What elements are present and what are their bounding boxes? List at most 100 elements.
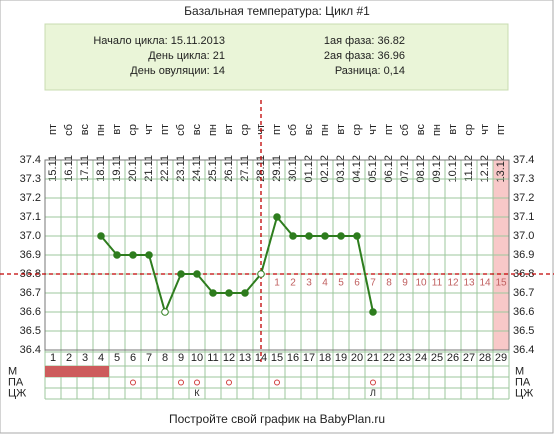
weekday-label: вт xyxy=(111,124,123,135)
x-tick-label: 7 xyxy=(146,352,152,364)
y-tick-label: 37.2 xyxy=(513,192,534,204)
menstruation-cell xyxy=(45,366,61,377)
menstruation-cell xyxy=(77,366,93,377)
x-tick-label: 20 xyxy=(351,352,363,364)
temperature-point xyxy=(337,232,345,240)
date-label: 02.12 xyxy=(319,155,331,183)
temperature-point xyxy=(289,232,297,240)
y-tick-label: 36.9 xyxy=(513,249,534,261)
x-tick-label: 6 xyxy=(130,352,136,364)
post-ovulation-day: 10 xyxy=(415,278,427,289)
weekday-label: пн xyxy=(319,124,331,136)
post-ovulation-day: 4 xyxy=(322,278,328,289)
weekday-label: ср xyxy=(351,124,363,136)
weekday-label: вт xyxy=(335,124,347,135)
pa-mark xyxy=(370,379,376,386)
date-label: 10.12 xyxy=(447,155,459,183)
weekday-label: вс xyxy=(303,124,315,136)
y-tick-label: 36.9 xyxy=(20,249,41,261)
weekday-label: пт xyxy=(47,124,59,135)
date-label: 08.12 xyxy=(415,155,427,183)
cm-label: К xyxy=(194,388,200,398)
post-ovulation-day: 7 xyxy=(370,278,376,289)
date-label: 11.12 xyxy=(463,155,475,182)
weekday-label: вс xyxy=(191,124,203,136)
weekday-label: ср xyxy=(127,124,139,136)
x-tick-label: 14 xyxy=(255,352,267,364)
x-tick-label: 16 xyxy=(287,352,299,364)
y-tick-label: 37.0 xyxy=(20,230,41,242)
row-label: М xyxy=(8,365,17,377)
weekday-label: сб xyxy=(287,124,299,136)
x-tick-label: 13 xyxy=(239,352,251,364)
post-ovulation-day: 1 xyxy=(274,278,280,289)
temperature-point xyxy=(161,308,169,316)
weekday-label: сб xyxy=(175,124,187,136)
row-label: ПА xyxy=(515,376,531,388)
date-label: 25.11 xyxy=(207,155,219,182)
y-tick-label: 37.4 xyxy=(513,154,534,166)
info-text: День цикла: 21 xyxy=(148,50,225,62)
date-label: 03.12 xyxy=(335,155,347,183)
date-label: 05.12 xyxy=(367,155,379,183)
date-label: 21.11 xyxy=(143,155,155,182)
x-tick-label: 10 xyxy=(191,352,203,364)
x-tick-label: 28 xyxy=(479,352,491,364)
footer: Постройте свой график на BabyPlan.ru xyxy=(169,412,385,426)
info-text: Разница: 0,14 xyxy=(335,65,405,77)
post-ovulation-day: 5 xyxy=(338,278,344,289)
x-tick-label: 19 xyxy=(335,352,347,364)
y-tick-label: 37.3 xyxy=(20,173,41,185)
temperature-point xyxy=(209,289,217,297)
date-label: 27.11 xyxy=(239,155,251,182)
x-tick-label: 24 xyxy=(415,352,427,364)
row-label: ЦЖ xyxy=(515,387,533,399)
weekday-label: вс xyxy=(79,124,91,136)
pa-mark xyxy=(178,379,184,386)
date-label: 30.11 xyxy=(287,155,299,182)
temperature-point xyxy=(113,251,121,259)
x-tick-label: 17 xyxy=(303,352,315,364)
post-ovulation-day: 12 xyxy=(447,278,459,289)
x-tick-label: 26 xyxy=(447,352,459,364)
temperature-point xyxy=(321,232,329,240)
weekday-label: вс xyxy=(415,124,427,136)
x-tick-label: 15 xyxy=(271,352,283,364)
post-ovulation-day: 9 xyxy=(402,278,408,289)
menstruation-cell xyxy=(61,366,77,377)
x-tick-label: 27 xyxy=(463,352,475,364)
weekday-label: вт xyxy=(223,124,235,135)
date-label: 24.11 xyxy=(191,155,203,182)
temperature-point xyxy=(273,213,281,221)
date-label: 23.11 xyxy=(175,155,187,182)
plot-border xyxy=(44,159,510,351)
x-tick-label: 3 xyxy=(82,352,88,364)
x-tick-label: 12 xyxy=(223,352,235,364)
x-tick-label: 1 xyxy=(50,352,56,364)
pa-mark xyxy=(226,379,232,386)
weekday-label: чт xyxy=(143,124,155,135)
post-ovulation-day: 3 xyxy=(306,278,312,289)
post-ovulation-day: 14 xyxy=(479,278,491,289)
date-label: 16.11 xyxy=(63,155,75,182)
weekday-label: чт xyxy=(367,124,379,135)
menstruation-cell xyxy=(93,366,109,377)
row-label: ПА xyxy=(8,376,24,388)
date-label: 12.12 xyxy=(479,155,491,183)
pa-mark xyxy=(274,379,280,386)
x-tick-label: 25 xyxy=(431,352,443,364)
y-tick-label: 36.7 xyxy=(513,287,534,299)
temperature-point xyxy=(97,232,105,240)
info-text: Начало цикла: 15.11.2013 xyxy=(93,35,225,47)
weekday-label: ср xyxy=(239,124,251,136)
x-tick-label: 18 xyxy=(319,352,331,364)
temperature-point xyxy=(129,251,137,259)
y-tick-label: 36.5 xyxy=(20,325,41,337)
weekday-label: пн xyxy=(95,124,107,136)
date-label: 07.12 xyxy=(399,155,411,183)
x-tick-label: 29 xyxy=(495,352,507,364)
weekday-label: пн xyxy=(207,124,219,136)
date-label: 17.11 xyxy=(79,155,91,182)
row-label: ЦЖ xyxy=(8,387,26,399)
